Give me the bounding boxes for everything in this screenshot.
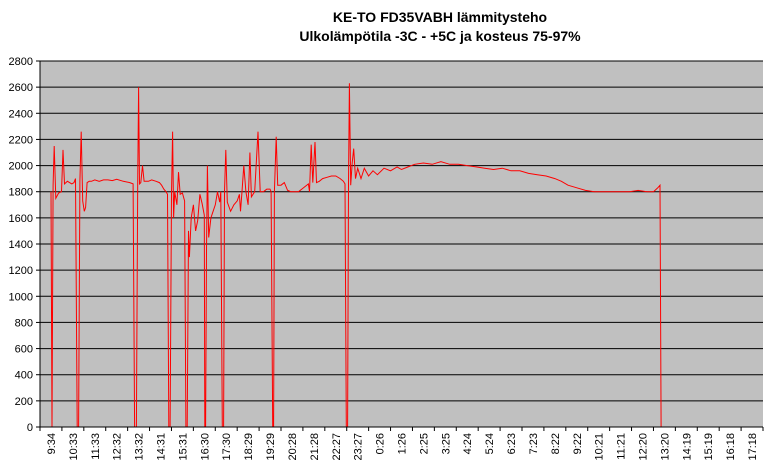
x-tick-label: 16:18	[725, 433, 737, 461]
y-tick-label: 1800	[9, 187, 33, 199]
x-tick-label: 16:30	[199, 433, 211, 461]
y-tick-label: 1600	[9, 213, 33, 225]
x-tick-label: 5:24	[484, 433, 496, 454]
x-tick-label: 2:25	[418, 433, 430, 454]
x-tick-label: 19:29	[265, 433, 277, 461]
y-axis: 0 200 400 600 800 1000 1200 1400 1600 1800 2000 220…	[9, 56, 40, 434]
y-tick-label: 1400	[9, 239, 33, 251]
y-tick-label: 2800	[9, 56, 33, 68]
y-tick-label: 800	[15, 317, 33, 329]
x-tick-label: 17:30	[221, 433, 233, 461]
x-tick-label: 0:26	[375, 433, 387, 454]
x-tick-label: 15:19	[703, 433, 715, 461]
y-tick-label: 1000	[9, 291, 33, 303]
y-tick-label: 200	[15, 396, 33, 408]
x-tick-label: 23:27	[353, 433, 365, 461]
x-tick-label: 20:28	[287, 433, 299, 461]
x-tick-label: 18:29	[243, 433, 255, 461]
x-tick-label: 14:19	[681, 433, 693, 461]
x-tick-label: 11:21	[616, 433, 628, 460]
y-tick-label: 400	[15, 370, 33, 382]
x-tick-label: 9:22	[572, 433, 584, 454]
x-tick-label: 17:18	[747, 433, 759, 461]
x-tick-label: 13:32	[134, 433, 146, 461]
chart-title-line2: Ulkolämpötila -3C - +5C ja kosteus 75-97…	[299, 28, 581, 44]
y-tick-label: 2600	[9, 82, 33, 94]
chart-title: KE-TO FD35VABH lämmitysteho Ulkolämpötil…	[0, 8, 772, 46]
y-tick-label: 2000	[9, 161, 33, 173]
x-tick-label: 6:23	[506, 433, 518, 454]
chart-title-line1: KE-TO FD35VABH lämmitysteho	[332, 9, 548, 25]
y-tick-label: 0	[27, 422, 33, 434]
y-tick-label: 2200	[9, 134, 33, 146]
x-tick-label: 4:24	[462, 433, 474, 454]
x-tick-label: 10:21	[594, 433, 606, 461]
x-tick-label: 14:31	[156, 433, 168, 461]
x-tick-label: 11:33	[90, 433, 102, 460]
x-tick-label: 12:32	[112, 433, 124, 461]
x-tick-label: 13:20	[659, 433, 671, 461]
x-tick-label: 9:34	[46, 433, 58, 454]
x-axis: 9:34 10:33 11:33 12:32 13:32 14:31 15:31 16:30 1…	[39, 427, 764, 461]
y-tick-label: 1200	[9, 265, 33, 277]
y-tick-label: 600	[15, 344, 33, 356]
x-tick-label: 21:28	[309, 433, 321, 461]
x-tick-label: 3:25	[440, 433, 452, 454]
x-tick-label: 10:33	[68, 433, 80, 461]
x-tick-label: 8:22	[550, 433, 562, 454]
series-line	[50, 83, 664, 428]
x-tick-label: 7:23	[528, 433, 540, 454]
y-tick-label: 2400	[9, 108, 33, 120]
gridlines	[40, 60, 763, 428]
x-tick-label: 22:27	[331, 433, 343, 461]
x-tick-label: 12:20	[638, 433, 650, 461]
x-tick-label: 1:26	[397, 433, 409, 454]
x-tick-label: 15:31	[177, 433, 189, 461]
